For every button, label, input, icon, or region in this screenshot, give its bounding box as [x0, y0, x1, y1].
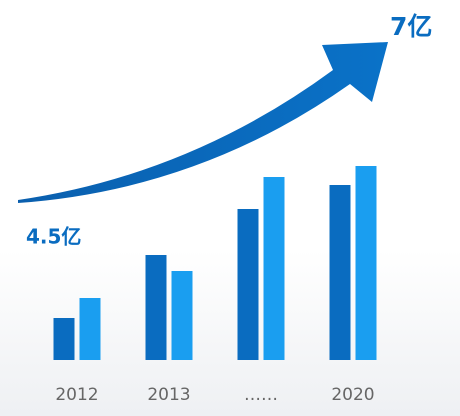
- bar: [171, 271, 193, 360]
- bar: [355, 166, 377, 360]
- start-annotation: 4.5亿: [26, 225, 81, 249]
- bar: [237, 209, 259, 360]
- bar: [145, 255, 167, 360]
- x-tick-label: 2020: [331, 385, 374, 405]
- x-tick-label: 2012: [55, 385, 98, 405]
- growth-arrow: [18, 42, 388, 203]
- bar: [329, 185, 351, 360]
- bar: [79, 298, 101, 360]
- bar: [263, 177, 285, 360]
- x-tick-label: ……: [244, 385, 278, 405]
- x-tick-label: 2013: [147, 385, 190, 405]
- end-annotation: 7亿: [390, 12, 432, 41]
- bar: [53, 318, 75, 360]
